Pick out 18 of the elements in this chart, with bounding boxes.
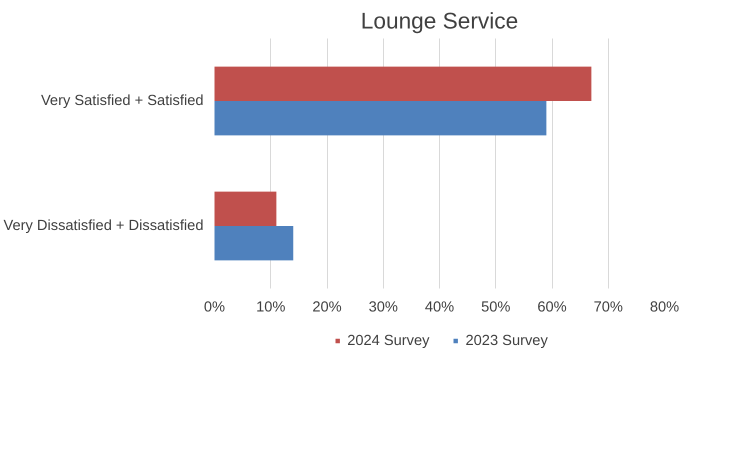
x-tick-label: 30% bbox=[368, 300, 398, 316]
x-tick-label: 40% bbox=[424, 300, 454, 316]
chart-title: Lounge Service bbox=[360, 8, 518, 34]
legend-label: 2023 Survey bbox=[466, 332, 548, 348]
x-tick-label: 80% bbox=[650, 300, 680, 316]
bar bbox=[214, 192, 276, 226]
x-tick-label: 20% bbox=[312, 300, 342, 316]
bar bbox=[214, 226, 294, 260]
x-tick-label: 10% bbox=[256, 300, 286, 316]
y-tick-label: Very Satisfied + Satisfied bbox=[40, 93, 204, 109]
bar bbox=[214, 101, 546, 136]
legend-label: 2024 Survey bbox=[347, 332, 430, 348]
x-tick-label: 60% bbox=[537, 300, 567, 316]
x-tick-label: 70% bbox=[594, 300, 623, 316]
bar bbox=[214, 66, 592, 101]
y-tick-label: Very Dissatisfied + Dissatisfied bbox=[4, 218, 204, 234]
x-tick-label: 50% bbox=[481, 300, 510, 316]
x-tick-label: 0% bbox=[204, 300, 226, 316]
